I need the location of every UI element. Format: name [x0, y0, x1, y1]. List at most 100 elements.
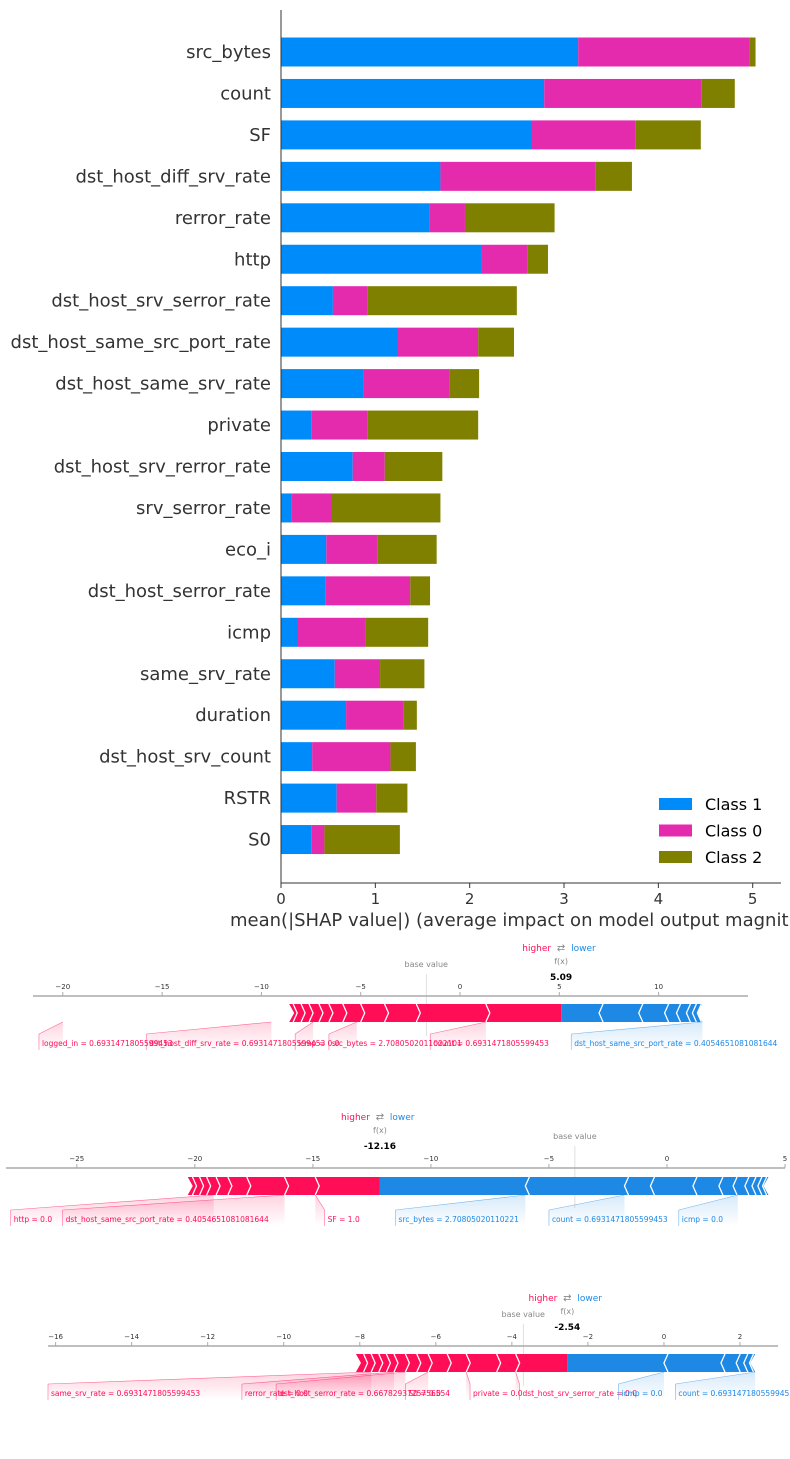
bar-segment: [595, 161, 632, 191]
positive-chevron: [378, 1353, 384, 1373]
bar-segment: [701, 78, 735, 108]
x-tick-label: 2: [465, 890, 475, 908]
label-higher: higher: [522, 944, 551, 954]
force-tick-label: 5: [557, 983, 561, 991]
legend: Class 1 Class 0 Class 2: [659, 795, 762, 867]
negative-chevron: [663, 1003, 670, 1023]
positive-chevron: [283, 1176, 290, 1196]
force-tick-label: 2: [738, 1333, 742, 1341]
bar-segment: [531, 120, 636, 150]
bar-segment: [464, 203, 555, 233]
bar-segment: [311, 410, 368, 440]
feature-connector-line: [548, 1194, 625, 1211]
force-tick-label: −10: [276, 1333, 291, 1341]
x-tick-label: 5: [748, 890, 758, 908]
positive-chevron: [383, 1003, 390, 1023]
negative-chevron: [524, 1176, 530, 1196]
bar-segment: [331, 493, 441, 523]
bar-segment: [578, 37, 750, 67]
bar-segment: [635, 120, 701, 150]
negative-chevron: [663, 1353, 669, 1373]
positive-feature-label: S0 = 0.0: [408, 1389, 441, 1398]
feature-connector-shade: [315, 1195, 325, 1226]
x-tick-label: 3: [559, 890, 569, 908]
force-tick-label: 0: [662, 1333, 666, 1341]
label-higher: higher: [341, 1113, 370, 1123]
positive-chevron: [292, 1003, 298, 1023]
negative-chevron: [743, 1353, 749, 1373]
legend-swatch: [659, 824, 692, 837]
feature-connector-shade: [62, 1195, 285, 1226]
positive-chevron: [206, 1176, 212, 1196]
feature-connector-line: [405, 1371, 429, 1385]
bar-segment: [410, 576, 431, 606]
bar-chart-axes: [280, 10, 781, 884]
feature-label: private: [207, 415, 271, 436]
bar-segment: [311, 825, 325, 855]
bar-segment: [281, 493, 292, 523]
x-tick-label: 4: [654, 890, 664, 908]
positive-chevron: [496, 1353, 502, 1373]
positive-chevron: [191, 1176, 198, 1196]
feature-connector-shade: [515, 1372, 520, 1400]
feature-label: dst_host_srv_count: [99, 747, 271, 768]
bar-segment: [380, 659, 425, 689]
fx-value: -2.54: [554, 1323, 580, 1333]
negative-chevron: [685, 1003, 692, 1023]
force-tick-label: −10: [254, 983, 269, 991]
positive-chevron: [427, 1353, 433, 1373]
positive-feature-label: count = 0.6931471805599453: [433, 1039, 549, 1048]
negative-feature-label: count = 0.6931471805599453: [678, 1389, 790, 1398]
bar-segment: [312, 742, 391, 772]
legend-label: Class 0: [705, 822, 762, 841]
bar-segment: [281, 783, 337, 813]
feature-connector-line: [675, 1371, 756, 1385]
positive-feature-label: logged_in = 0.6931471805599453: [42, 1039, 173, 1048]
fx-value: 5.09: [550, 973, 572, 983]
bar-segment: [281, 203, 430, 233]
feature-connector-shade: [678, 1195, 738, 1226]
bar-segment: [324, 825, 400, 855]
negative-chevron: [649, 1176, 656, 1196]
force-tick-label: −20: [187, 1155, 202, 1163]
bar-segment: [377, 534, 437, 564]
positive-chevron: [328, 1003, 334, 1023]
feature-label: eco_i: [225, 539, 271, 560]
force-tick-label: −8: [355, 1333, 365, 1341]
positive-chevron: [416, 1353, 422, 1373]
legend-label: Class 2: [705, 848, 762, 867]
negative-feature-label: count = 0.6931471805599453: [552, 1215, 668, 1224]
positive-feature-label: SF = 1.0: [328, 1215, 360, 1224]
negative-chevron: [761, 1176, 768, 1196]
bar-segment: [281, 369, 364, 399]
feature-connector-line: [395, 1194, 526, 1211]
positive-feature-label: icmp = 0.0: [298, 1039, 339, 1048]
negative-chevron: [623, 1176, 630, 1196]
x-tick-label: 0: [276, 890, 286, 908]
fx-label: f(x): [373, 1126, 387, 1135]
feature-label: SF: [249, 125, 271, 146]
x-axis-ticks: 0 1 2 3 4 5: [276, 883, 757, 908]
positive-chevron: [342, 1003, 348, 1023]
bar-segment: [281, 327, 398, 357]
bar-segment: [429, 203, 465, 233]
negative-feature-label: icmp = 0.0: [621, 1389, 662, 1398]
feature-label: src_bytes: [186, 42, 271, 63]
negative-chevron: [638, 1003, 644, 1023]
positive-chevron: [415, 1003, 422, 1023]
bar-segment: [291, 493, 331, 523]
feature-connector-shade: [430, 1022, 486, 1050]
bar-segment: [281, 659, 335, 689]
positive-chevron: [198, 1176, 205, 1196]
bar-segment: [365, 617, 429, 647]
feature-connector-shade: [146, 1022, 272, 1050]
positive-chevron: [465, 1353, 471, 1373]
positive-chevron: [318, 1003, 324, 1023]
negative-chevron: [735, 1353, 741, 1373]
positive-feature-label: dst_host_diff_srv_rate = 0.6931471805599…: [149, 1039, 325, 1048]
fx-label: f(x): [560, 1307, 574, 1316]
positive-chevron: [308, 1003, 314, 1023]
